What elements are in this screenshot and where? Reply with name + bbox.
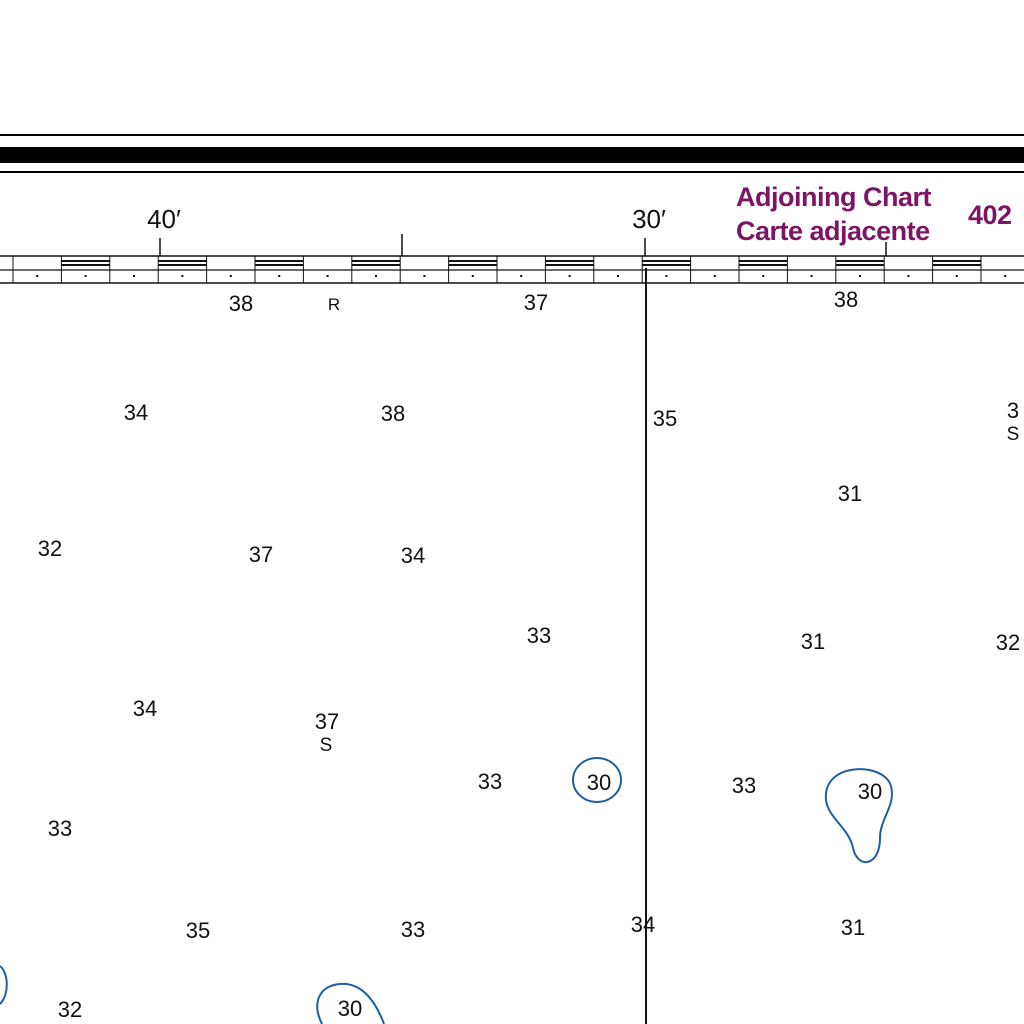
sounding: 34 xyxy=(400,543,426,568)
adjoining-chart-label-fr: Carte adjacente xyxy=(736,216,930,246)
longitude-label-30: 30′ xyxy=(632,204,666,234)
border-dot xyxy=(133,275,135,277)
sounding: 3 xyxy=(1006,398,1020,423)
border-dot xyxy=(617,275,619,277)
contour-30-c xyxy=(316,982,385,1024)
sounding: 34 xyxy=(132,696,158,721)
border-frame xyxy=(0,255,1024,284)
sounding: 34 xyxy=(123,400,149,425)
border-dot xyxy=(278,275,281,277)
sounding: 38 xyxy=(228,291,254,316)
sounding: 33 xyxy=(526,623,552,648)
longitude-label-40: 40′ xyxy=(147,204,181,234)
contour-edge-left xyxy=(0,965,8,1005)
neatline-thin-top xyxy=(0,134,1024,136)
sounding: 38 xyxy=(380,401,406,426)
border-dot xyxy=(907,275,910,277)
sounding: 32 xyxy=(37,536,63,561)
border-dot xyxy=(810,275,813,277)
border-dot xyxy=(471,275,474,277)
border-dot xyxy=(326,275,329,277)
sounding: 32 xyxy=(995,630,1021,655)
neatline-thin-bottom xyxy=(0,171,1024,173)
sounding-seabed-code: S xyxy=(1006,424,1020,445)
border-dot xyxy=(520,275,523,277)
sounding-seabed-code: S xyxy=(319,735,333,756)
sounding: 33 xyxy=(400,917,426,942)
border-segments xyxy=(12,256,1007,283)
border-dot xyxy=(84,275,87,277)
border-dot xyxy=(229,275,232,277)
sounding: 31 xyxy=(837,481,863,506)
border-dot xyxy=(423,275,426,277)
sounding: 33 xyxy=(731,773,757,798)
sounding: 33 xyxy=(477,769,503,794)
sounding: 31 xyxy=(840,915,866,940)
sounding: 37 xyxy=(248,542,274,567)
border-dot xyxy=(762,275,765,277)
border-dot xyxy=(665,275,668,277)
sounding: 33 xyxy=(47,816,73,841)
border-dot xyxy=(36,275,39,277)
border-dot xyxy=(955,275,958,277)
sounding: 30 xyxy=(337,996,363,1021)
border-dot xyxy=(568,275,571,277)
sounding: 30 xyxy=(857,779,883,804)
sounding: R xyxy=(327,295,341,314)
sounding: 34 xyxy=(630,912,656,937)
adjoining-chart-note[interactable]: Adjoining Chart Carte adjacente xyxy=(736,180,931,248)
contour-30-a xyxy=(572,757,622,803)
border-dot xyxy=(375,275,377,277)
sounding: 31 xyxy=(800,629,826,654)
meridian-30-line xyxy=(645,268,647,1024)
graduated-border xyxy=(0,234,1024,284)
neatline-thick xyxy=(0,147,1024,163)
sounding: 35 xyxy=(652,406,678,431)
sounding: 32 xyxy=(57,997,83,1022)
sounding: 35 xyxy=(185,918,211,943)
border-dot xyxy=(713,275,716,277)
border-dot xyxy=(1004,275,1007,277)
border-dot xyxy=(181,275,184,277)
adjoining-chart-label-en: Adjoining Chart xyxy=(736,182,931,212)
sounding: 38 xyxy=(833,287,859,312)
sounding: 37 xyxy=(523,290,549,315)
sounding: 30 xyxy=(586,770,612,795)
sounding: 37 xyxy=(314,709,340,734)
adjoining-chart-number[interactable]: 402 xyxy=(968,200,1012,230)
contour-30-b xyxy=(824,768,893,864)
major-ticks xyxy=(159,234,887,256)
border-dot xyxy=(859,275,861,277)
